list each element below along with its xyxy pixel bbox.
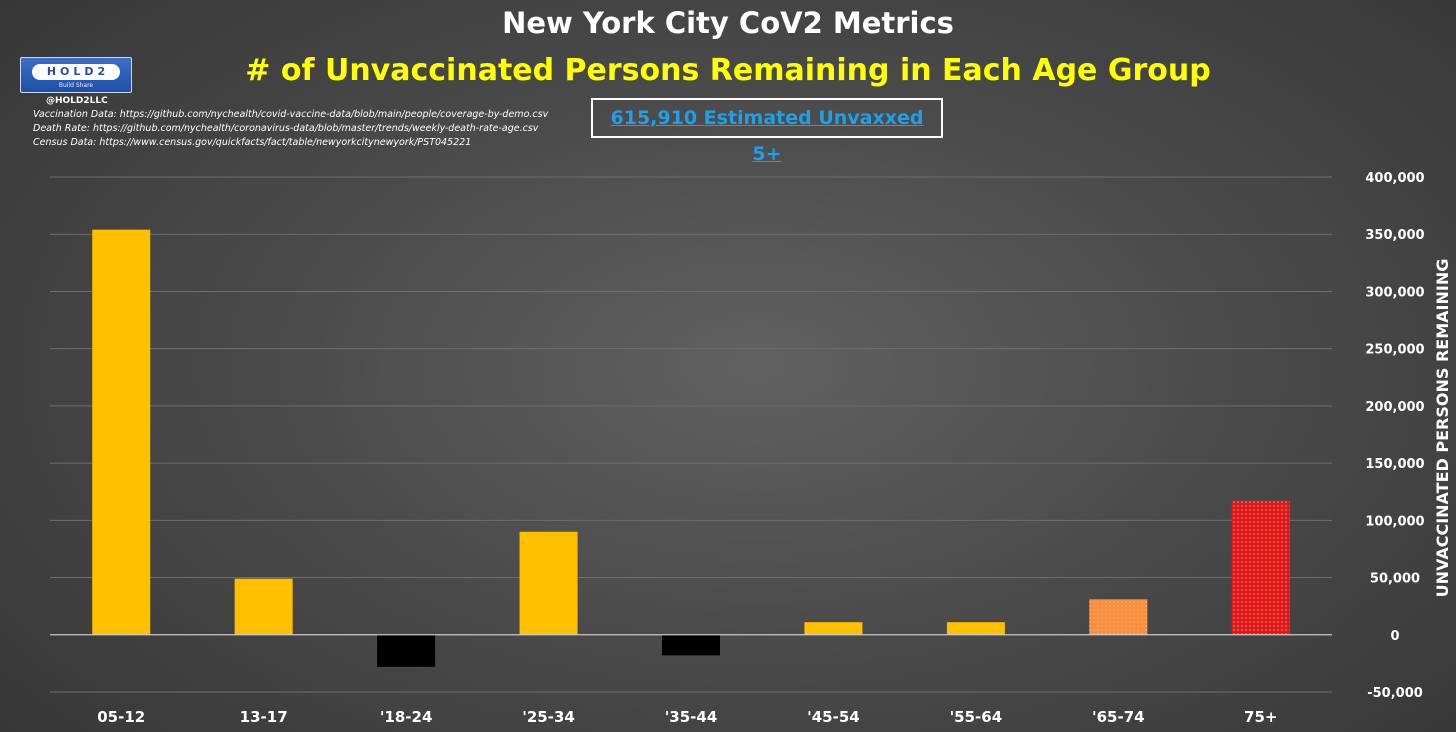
y-tick-label: 400,000 (1365, 171, 1424, 186)
source-vaccination: Vaccination Data: https://github.com/nyc… (33, 109, 549, 120)
bar-25-34 (519, 531, 578, 635)
y-tick-labels: 400,000 350,000 300,000 250,000 200,000 150,0… (1365, 171, 1424, 701)
gridlines (50, 176, 1332, 693)
source-death-rate: Death Rate: https://github.com/nychealth… (33, 123, 539, 134)
logo-tagline: Build Share (58, 82, 94, 89)
bar-75+ (1231, 500, 1290, 635)
x-tick-label: 75+ (1244, 708, 1277, 726)
chart-title: New York City CoV2 Metrics (502, 6, 954, 40)
bar-65-74 (1089, 599, 1148, 635)
bar-45-54 (804, 622, 863, 635)
x-tick-label: '18-24 (380, 708, 433, 726)
bar-55-64 (946, 622, 1005, 635)
x-tick-label: 13-17 (240, 708, 288, 726)
x-tick-label: '25-34 (522, 708, 575, 726)
y-tick-label: 350,000 (1365, 228, 1424, 243)
x-tick-label: '35-44 (665, 708, 718, 726)
y-tick-label: 150,000 (1365, 457, 1424, 472)
x-tick-label: 05-12 (97, 708, 145, 726)
x-tick-label: '65-74 (1092, 708, 1145, 726)
bars (92, 229, 1290, 667)
y-tick-label: 100,000 (1365, 514, 1424, 529)
hold2-logo: HOLD2 Build Share (20, 57, 132, 93)
y-axis-label: UNVACCINATED PERSONS REMAINING (1433, 259, 1452, 598)
bar-35-44 (662, 634, 720, 656)
bar-18-24 (377, 634, 436, 667)
y-tick-label: 250,000 (1365, 343, 1424, 358)
y-tick-label: 300,000 (1365, 285, 1424, 300)
x-tick-label: '45-54 (807, 708, 860, 726)
source-census: Census Data: https://www.census.gov/quic… (33, 137, 472, 148)
x-tick-labels: 05-12 13-17 '18-24 '25-34 '35-44 '45-54 '55-64… (97, 708, 1277, 726)
chart-subtitle: # of Unvaccinated Persons Remaining in E… (245, 53, 1211, 88)
y-tick-label: -50,000 (1367, 686, 1423, 701)
bar-13-17 (234, 578, 293, 635)
y-tick-label: 200,000 (1365, 400, 1424, 415)
total-unvaxxed-badge: 615,910 Estimated Unvaxxed 5+ (591, 98, 943, 165)
x-tick-label: '55-64 (950, 708, 1003, 726)
y-tick-label: 0 (1390, 629, 1399, 644)
twitter-handle: @HOLD2LLC (46, 96, 108, 106)
logo-wordmark: HOLD2 (32, 64, 120, 80)
y-tick-label: 50,000 (1370, 572, 1420, 587)
bar-05-12 (92, 229, 151, 635)
